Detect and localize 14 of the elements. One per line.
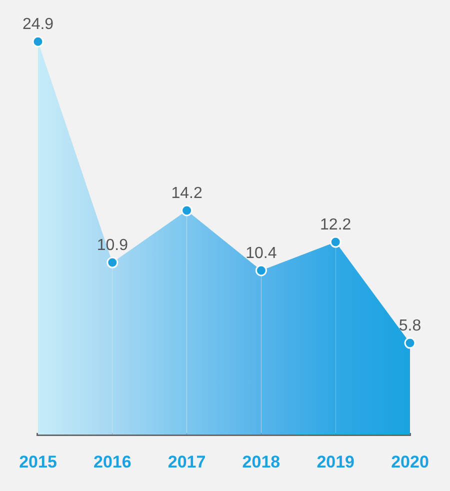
x-tick-label: 2020: [391, 452, 429, 472]
x-tick-label: 2017: [168, 452, 206, 472]
point: [330, 236, 342, 248]
data-label: 24.9: [22, 16, 54, 33]
data-label: 12.2: [320, 216, 352, 234]
data-label: 10.9: [96, 236, 128, 254]
x-tick-label: 2015: [19, 452, 57, 472]
data-label: 10.4: [246, 244, 277, 262]
data-label: 14.2: [171, 184, 202, 202]
point: [404, 337, 416, 349]
x-tick-label: 2016: [93, 452, 132, 472]
data-label: 5.8: [398, 317, 422, 334]
x-tick-label: 2018: [242, 452, 280, 472]
x-tick-label: 2019: [316, 452, 355, 472]
